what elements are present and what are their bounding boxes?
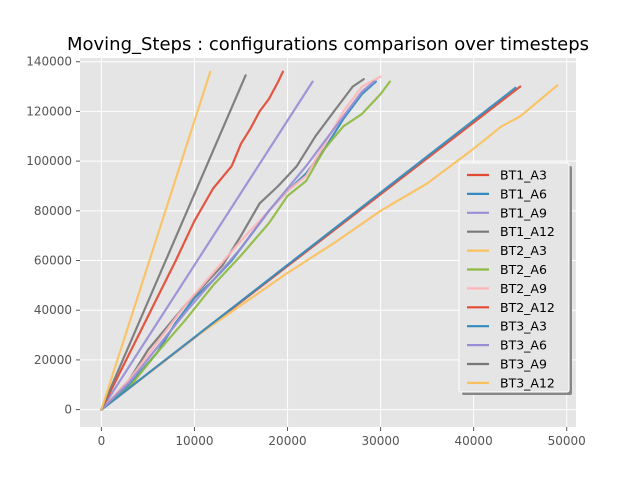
- legend-label: BT3_A12: [500, 375, 555, 390]
- series-line-bt1-a9: [100, 80, 314, 411]
- series-line-bt2-a6: [100, 80, 391, 411]
- legend-label: BT3_A6: [500, 338, 547, 353]
- series-line-bt2-a12: [100, 70, 284, 411]
- legend-label: BT2_A3: [500, 243, 547, 258]
- legend-label: BT2_A12: [500, 300, 555, 315]
- y-tick-label: 0: [64, 403, 72, 417]
- legend-label: BT1_A9: [500, 205, 547, 220]
- x-tick-label: 10000: [175, 434, 213, 448]
- legend-label: BT1_A6: [500, 186, 547, 201]
- legend-label: BT2_A9: [500, 281, 547, 296]
- y-tick-label: 20000: [34, 353, 72, 367]
- x-tick-label: 50000: [548, 434, 586, 448]
- y-tick-label: 140000: [26, 55, 72, 69]
- x-tick-label: 20000: [268, 434, 306, 448]
- series-line-bt3-a12: [100, 70, 212, 411]
- y-tick-label: 80000: [34, 204, 72, 218]
- y-tick-label: 40000: [34, 303, 72, 317]
- legend-label: BT3_A9: [500, 357, 547, 372]
- chart-title: Moving_Steps : configurations comparison…: [67, 34, 589, 55]
- x-tick-label: 40000: [455, 434, 493, 448]
- series-line-bt1-a12: [100, 77, 365, 411]
- x-tick-label: 30000: [361, 434, 399, 448]
- series-line-bt3-a6: [100, 80, 376, 411]
- series-line-bt3-a9: [100, 74, 247, 411]
- series-line-bt3-a3: [100, 86, 517, 411]
- legend-label: BT2_A6: [500, 262, 547, 277]
- y-tick-label: 120000: [26, 104, 72, 118]
- x-tick-label: 0: [98, 434, 106, 448]
- series-lines: [100, 70, 559, 411]
- legend-label: BT1_A3: [500, 168, 547, 183]
- legend-box: [458, 162, 570, 393]
- legend-label: BT1_A12: [500, 224, 555, 239]
- legend: BT1_A3 BT1_A6 BT1_A9 BT1_A12 BT2_A3 BT2_A6 BT2…: [458, 162, 572, 395]
- legend-label: BT3_A3: [500, 319, 547, 334]
- y-tick-label: 60000: [34, 254, 72, 268]
- y-tick-label: 100000: [26, 154, 72, 168]
